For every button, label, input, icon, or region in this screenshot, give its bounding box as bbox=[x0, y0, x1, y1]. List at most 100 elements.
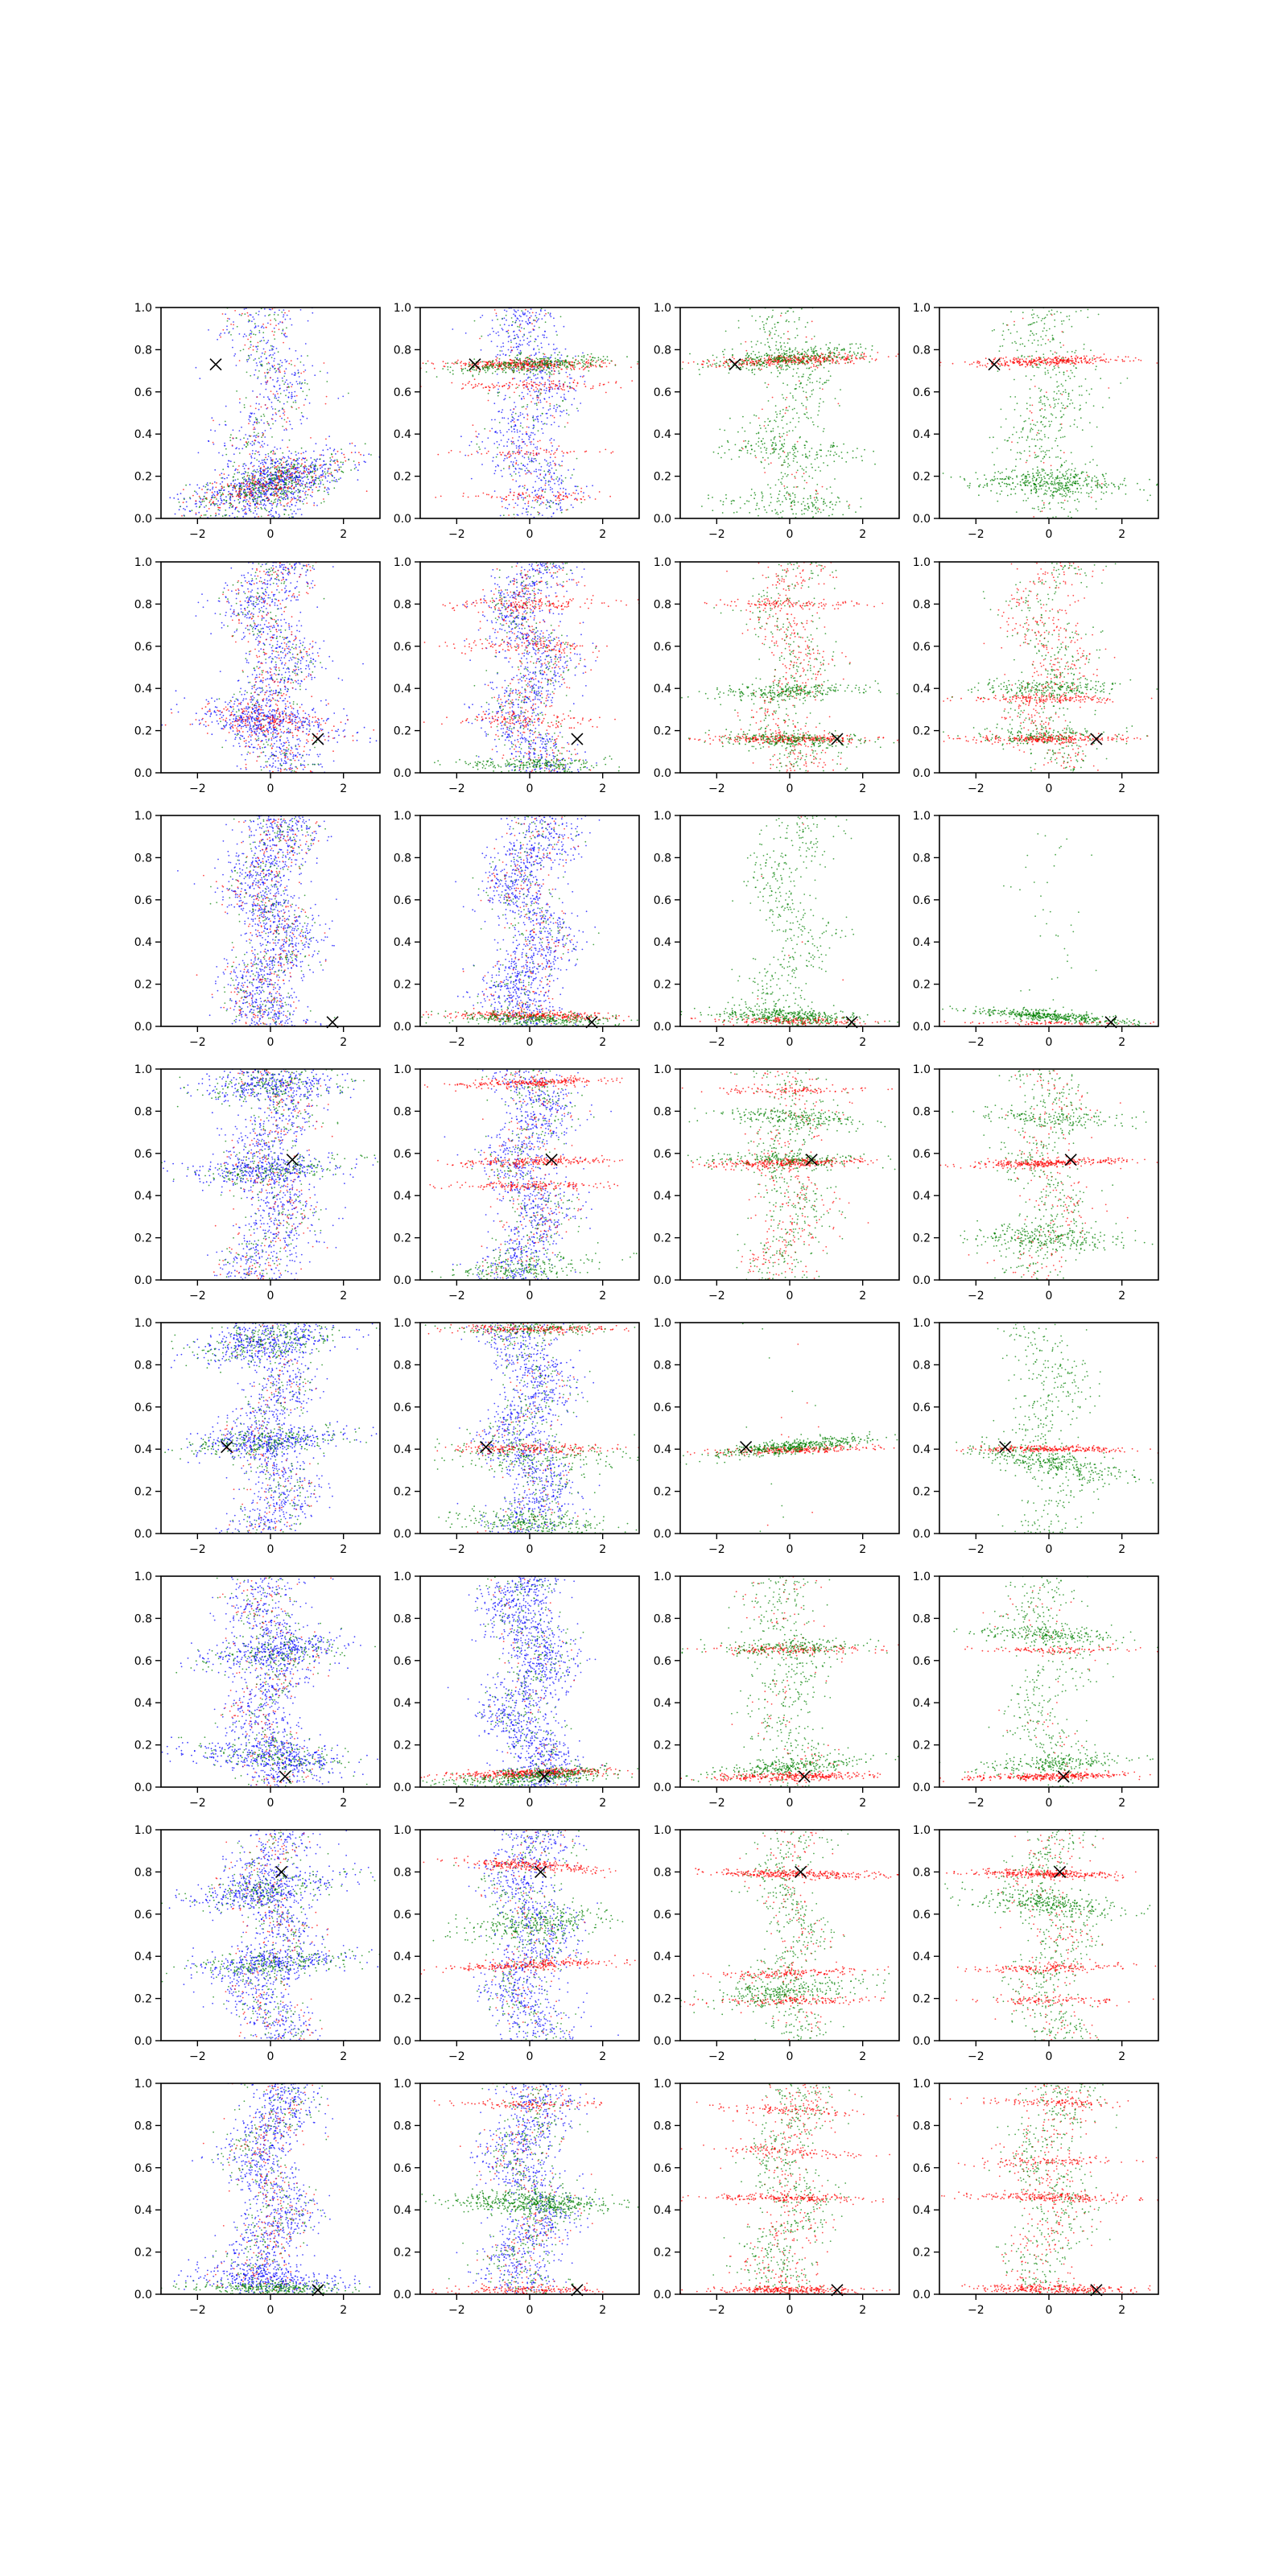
scatter-point-green bbox=[764, 344, 766, 346]
scatter-point-red bbox=[849, 361, 852, 364]
scatter-point-red bbox=[538, 402, 539, 403]
scatter-point-blue bbox=[515, 311, 518, 313]
scatter-point-red bbox=[539, 369, 541, 371]
scatter-point-blue bbox=[177, 498, 180, 500]
scatter-point-red bbox=[271, 418, 274, 420]
scatter-point-green bbox=[816, 484, 819, 485]
scatter-point-red bbox=[535, 320, 536, 322]
scatter-point-green bbox=[319, 479, 321, 481]
scatter-point-blue bbox=[225, 405, 227, 407]
scatter-point-green bbox=[811, 350, 813, 353]
scatter-point-blue bbox=[295, 502, 298, 504]
scatter-point-green bbox=[302, 390, 304, 393]
scatter-point-red bbox=[301, 459, 303, 460]
scatter-point-blue bbox=[559, 411, 562, 412]
scatter-point-green bbox=[780, 312, 782, 314]
scatter-point-green bbox=[770, 496, 773, 498]
scatter-point-red bbox=[553, 453, 555, 455]
scatter-point-green bbox=[770, 487, 771, 489]
scatter-point-green bbox=[254, 495, 256, 497]
scatter-point-blue bbox=[320, 481, 322, 483]
scatter-point-green bbox=[805, 341, 807, 343]
scatter-point-red bbox=[692, 361, 695, 363]
scatter-point-blue bbox=[513, 451, 515, 453]
scatter-point-green bbox=[266, 363, 268, 365]
scatter-point-green bbox=[261, 436, 262, 438]
scatter-point-blue bbox=[229, 514, 231, 517]
scatter-point-green bbox=[774, 411, 777, 413]
scatter-point-green bbox=[814, 347, 815, 349]
scatter-point-red bbox=[729, 361, 732, 363]
scatter-point-blue bbox=[549, 456, 551, 459]
scatter-point-green bbox=[225, 448, 227, 450]
scatter-point-green bbox=[306, 473, 308, 476]
scatter-point-blue bbox=[301, 501, 303, 502]
scatter-point-green bbox=[788, 338, 791, 341]
scatter-point-green bbox=[557, 363, 559, 365]
scatter-point-green bbox=[778, 349, 779, 350]
scatter-point-red bbox=[573, 379, 576, 382]
scatter-point-blue bbox=[270, 308, 272, 311]
scatter-point-red bbox=[799, 359, 802, 361]
scatter-point-red bbox=[508, 466, 510, 469]
y-tick-label: 0.4 bbox=[394, 428, 411, 441]
scatter-point-red bbox=[559, 500, 560, 502]
scatter-point-red bbox=[552, 368, 555, 369]
scatter-point-red bbox=[527, 389, 530, 390]
scatter-point-green bbox=[270, 345, 272, 347]
scatter-point-red bbox=[273, 480, 275, 481]
scatter-point-blue bbox=[229, 493, 232, 494]
scatter-point-blue bbox=[551, 437, 552, 440]
scatter-point-green bbox=[802, 375, 804, 378]
scatter-point-red bbox=[281, 473, 283, 474]
scatter-point-red bbox=[216, 482, 217, 484]
scatter-point-blue bbox=[540, 420, 543, 423]
scatter-point-blue bbox=[229, 499, 232, 502]
scatter-point-green bbox=[771, 315, 774, 317]
scatter-point-red bbox=[836, 361, 839, 363]
scatter-point-red bbox=[488, 493, 489, 496]
scatter-point-red bbox=[234, 488, 237, 489]
scatter-point-green bbox=[775, 513, 777, 514]
scatter-point-blue bbox=[528, 341, 530, 343]
scatter-point-blue bbox=[314, 482, 316, 485]
scatter-point-green bbox=[260, 363, 262, 365]
scatter-point-red bbox=[234, 310, 236, 312]
scatter-point-blue bbox=[561, 460, 564, 462]
scatter-point-green bbox=[758, 432, 760, 435]
scatter-point-red bbox=[796, 440, 799, 443]
scatter-point-blue bbox=[500, 431, 502, 434]
scatter-point-red bbox=[815, 360, 818, 362]
scatter-point-blue bbox=[229, 506, 230, 509]
scatter-point-green bbox=[815, 349, 818, 352]
scatter-point-red bbox=[282, 475, 284, 477]
scatter-point-blue bbox=[521, 391, 523, 394]
scatter-point-blue bbox=[242, 510, 244, 512]
scatter-point-blue bbox=[549, 472, 551, 473]
scatter-point-red bbox=[523, 369, 525, 371]
scatter-point-green bbox=[571, 474, 573, 476]
scatter-point-green bbox=[526, 357, 529, 359]
scatter-point-blue bbox=[563, 487, 564, 489]
scatter-point-green bbox=[280, 480, 283, 482]
scatter-point-red bbox=[807, 354, 809, 357]
scatter-point-green bbox=[782, 464, 784, 466]
scatter-point-blue bbox=[238, 402, 241, 404]
scatter-point-green bbox=[456, 362, 459, 365]
scatter-point-green bbox=[275, 471, 277, 473]
scatter-point-blue bbox=[517, 318, 519, 320]
scatter-point-blue bbox=[526, 514, 529, 516]
scatter-point-blue bbox=[324, 475, 326, 477]
scatter-point-red bbox=[554, 452, 556, 454]
scatter-point-red bbox=[192, 494, 194, 497]
scatter-point-blue bbox=[278, 323, 279, 325]
scatter-point-blue bbox=[536, 398, 539, 401]
scatter-point-green bbox=[283, 493, 285, 496]
scatter-point-red bbox=[572, 368, 575, 369]
scatter-point-green bbox=[297, 495, 299, 497]
scatter-point-blue bbox=[521, 320, 523, 322]
scatter-point-blue bbox=[537, 415, 539, 418]
scatter-point-blue bbox=[219, 483, 221, 485]
scatter-point-red bbox=[605, 448, 607, 451]
scatter-point-red bbox=[308, 468, 310, 470]
